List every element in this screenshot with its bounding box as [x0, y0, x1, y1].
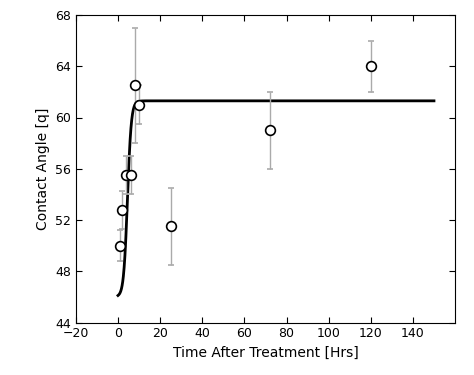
- Y-axis label: Contact Angle [q]: Contact Angle [q]: [36, 108, 50, 230]
- X-axis label: Time After Treatment [Hrs]: Time After Treatment [Hrs]: [173, 346, 358, 360]
